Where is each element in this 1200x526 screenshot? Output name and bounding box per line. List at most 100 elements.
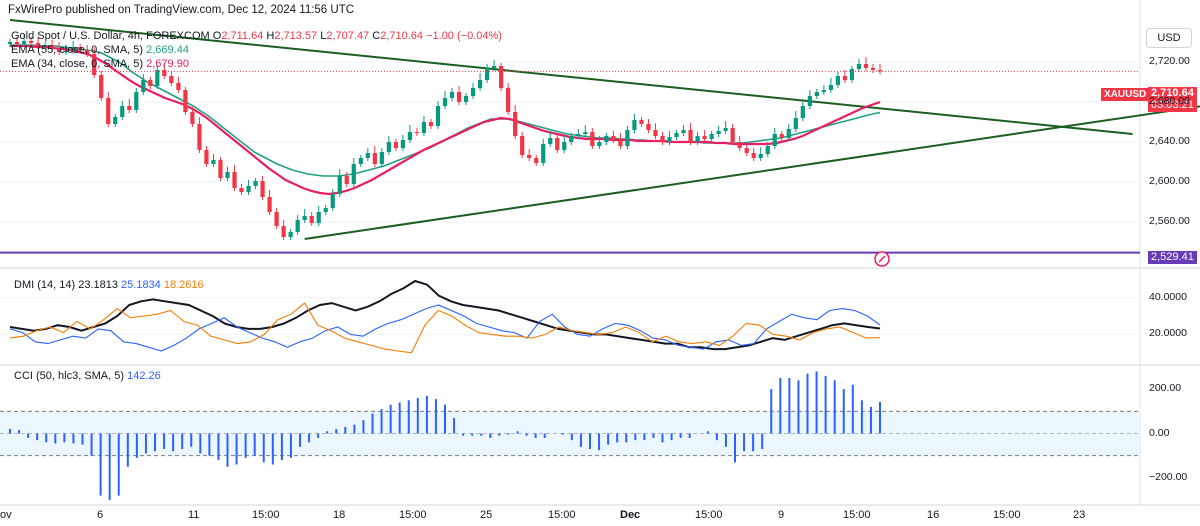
candle-body (492, 66, 497, 68)
candle-body (204, 150, 209, 164)
candle-body (716, 131, 721, 134)
candle-body (477, 80, 483, 88)
adx-value: 23.1813 (78, 279, 118, 291)
ema34-label: EMA (34, close, 0, SMA, 5) (11, 58, 144, 70)
dmi-series-di (9, 302, 881, 354)
candle-body (155, 70, 160, 86)
candle-body (253, 181, 258, 186)
currency-button[interactable]: USD (1146, 28, 1192, 48)
candle-body (316, 212, 321, 223)
candle-body (246, 186, 251, 192)
ema55-label: EMA (55, close, 0, SMA, 5) (11, 44, 144, 56)
candle-body (639, 120, 644, 124)
candle-body (702, 136, 707, 139)
candle-body (183, 90, 188, 112)
candle-body (541, 144, 546, 163)
ema34-legend[interactable]: EMA (34, close, 0, SMA, 5) 2,679.90 (11, 58, 189, 71)
candle-body (632, 120, 637, 130)
candle-body (71, 47, 76, 51)
candle-body (379, 152, 384, 164)
candle-body (513, 112, 518, 136)
candle-body (821, 90, 826, 92)
candle-body (414, 132, 420, 133)
support-badge: 2,529.41 (1148, 251, 1197, 264)
candle-body (772, 134, 777, 146)
candle-body (849, 69, 855, 80)
candle-body (337, 176, 342, 194)
alert-icon[interactable] (874, 251, 890, 267)
candle-body (863, 64, 869, 68)
candle-body (239, 188, 244, 192)
x-tick-label: 18 (333, 509, 346, 521)
candle-body (428, 122, 434, 126)
candle-body (400, 140, 406, 148)
x-tick-label: 15:00 (252, 509, 280, 521)
candle-body (786, 129, 791, 138)
x-tick-label: 25 (480, 509, 493, 521)
candle-body (877, 70, 883, 72)
candle-body (625, 130, 630, 146)
candle-body (870, 68, 876, 70)
candle-body (681, 130, 686, 133)
trendline-lower-support (304, 105, 1200, 240)
candle-body (730, 128, 735, 142)
candle-body (723, 128, 728, 131)
candle-body (309, 216, 314, 223)
candle-body (169, 76, 174, 83)
candle-body (344, 176, 349, 184)
candle-body (435, 106, 441, 126)
candle-body (667, 137, 672, 142)
price-tick-label: 2,640.00 (1149, 135, 1190, 147)
x-tick-label: 15:00 (548, 509, 576, 521)
candle-body (674, 133, 679, 137)
change-value: −1.00 (−0.04%) (426, 30, 502, 42)
ema55-value: 2,669.44 (146, 44, 189, 56)
price-tick-label: 2,600.00 (1149, 175, 1190, 187)
cci-bars (9, 371, 881, 500)
candle-body (814, 92, 819, 96)
close-label: C (372, 30, 381, 42)
candle-body (302, 216, 307, 220)
cci-legend[interactable]: CCI (50, hlc3, SMA, 5) 142.26 (14, 370, 161, 383)
candle-body (358, 158, 363, 164)
symbol-title[interactable]: Gold Spot / U.S. Dollar, 4h, FOREXCOM (11, 30, 210, 42)
candle-body (49, 45, 55, 49)
candle-body (78, 47, 83, 50)
candle-body (758, 154, 763, 158)
candle-body (807, 96, 812, 106)
cci-tick-label: 200.00 (1149, 382, 1182, 395)
candle-body (393, 142, 398, 148)
candle-body (765, 146, 770, 154)
watermark: FxWirePro published on TradingView.com, … (8, 4, 355, 16)
candle-body (281, 226, 286, 237)
candle-body (148, 80, 153, 86)
candle-body (534, 158, 539, 163)
candle-body (618, 140, 623, 146)
ema34-line (10, 44, 881, 196)
x-tick-label: Dec (620, 509, 641, 521)
candle-body (218, 160, 223, 178)
candle-body (744, 148, 749, 153)
candle-body (835, 76, 841, 85)
candle-body (604, 136, 609, 142)
candle-body (274, 212, 279, 226)
candle-body (499, 66, 504, 88)
dmi-legend[interactable]: DMI (14, 14) 23.1813 25.1834 18.2616 (14, 279, 204, 292)
candle-body (660, 136, 665, 142)
dmi-series-di (9, 304, 881, 352)
trendlines[interactable] (9, 19, 1200, 240)
candle-body (92, 54, 97, 75)
candle-body (470, 88, 476, 96)
candle-body (506, 88, 511, 112)
candle-body (484, 68, 490, 80)
high-value: 2,713.57 (274, 30, 318, 42)
dmi-lines (9, 279, 881, 354)
ema55-legend[interactable]: EMA (55, close, 0, SMA, 5) 2,669.44 (11, 44, 189, 57)
low-value: 2,707.47 (326, 30, 370, 42)
candle-body (120, 106, 125, 117)
countdown-badge: 03:03:21 (1148, 99, 1197, 112)
candle-body (842, 76, 848, 80)
low-label: L (320, 30, 327, 42)
last-price-badge: 2,710.64 (1148, 87, 1197, 100)
